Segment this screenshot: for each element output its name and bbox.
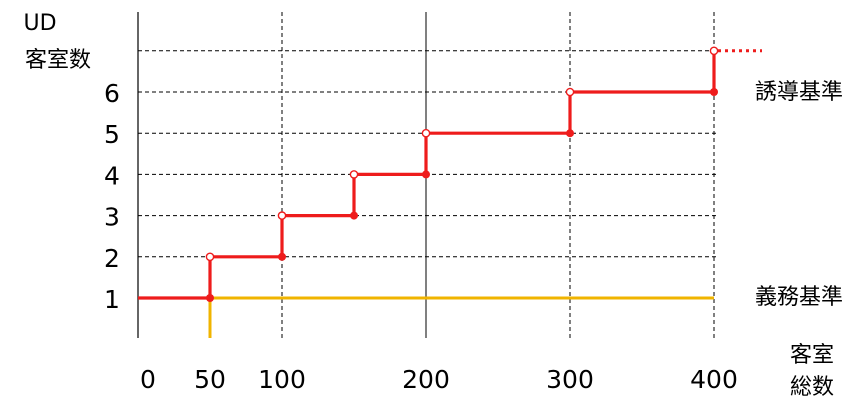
induced-point-open [709,46,719,56]
induced-point-closed [206,294,214,302]
x-tick-label: 300 [546,365,594,394]
x-tick-label: 100 [258,365,306,394]
x-tick-label: 50 [194,365,226,394]
induced-point-closed [278,252,286,261]
induced-point-closed [350,211,358,220]
mandatory-standard-label: 義務基準 [755,285,843,310]
induced-point-open [205,252,215,262]
x-axis-title-line1: 客室 [790,343,834,368]
induced-point-closed [566,129,574,138]
y-tick-label: 2 [104,244,120,273]
induced-point-open [277,211,287,220]
induced-point-closed [422,170,430,179]
induced-point-closed [710,88,718,96]
x-axis-title-line2: 総数 [790,375,834,399]
y-axis-title-line2: 客室数 [25,48,91,73]
y-tick-label: 6 [104,79,120,108]
series-layer [138,46,762,338]
y-tick-label: 3 [104,203,120,232]
induced-point-open [421,128,431,138]
y-tick-label: 4 [104,161,120,190]
induced-standard-label: 誘導基準 [755,80,843,105]
x-tick-label: 400 [690,365,738,394]
induced-point-open [349,170,359,179]
x-tick-label: 0 [140,365,156,394]
x-tick-label: 200 [402,365,450,394]
y-tick-label: 1 [104,285,120,314]
induced-point-open [565,87,575,97]
y-axis-title-line1: UD [23,11,56,36]
y-tick-label: 5 [104,120,120,149]
